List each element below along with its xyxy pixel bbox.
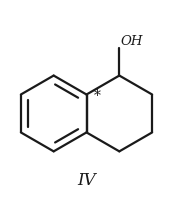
Text: IV: IV	[77, 172, 96, 189]
Text: OH: OH	[120, 35, 143, 48]
Text: *: *	[94, 89, 101, 103]
